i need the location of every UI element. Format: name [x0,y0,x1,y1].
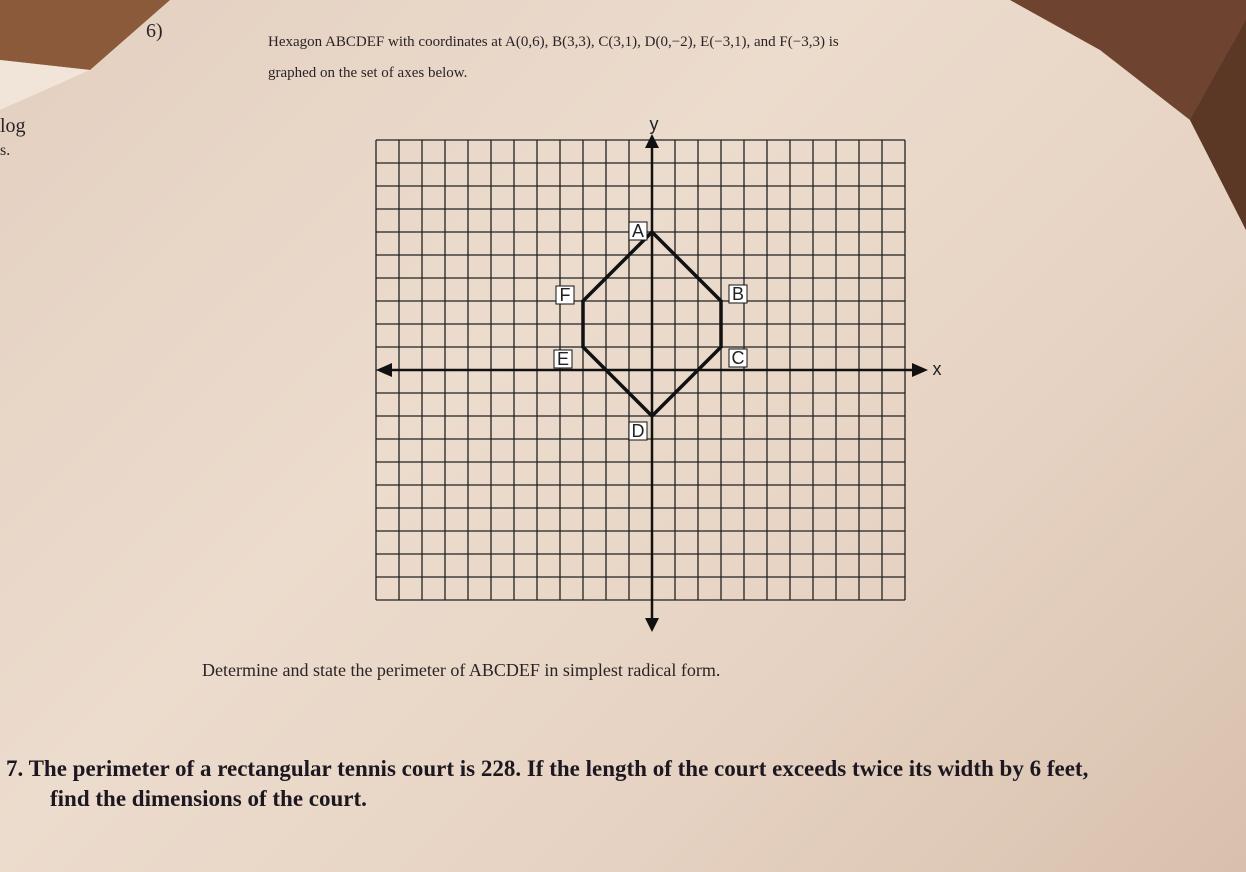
hexagon [581,229,723,419]
arrow [376,363,392,377]
label-box [728,284,748,304]
arrow [645,618,659,632]
margin-text: log [0,115,26,137]
problem-line: find the dimensions of the court. [50,786,367,811]
label-box [728,348,748,368]
axis-label: x [933,359,942,379]
label-box [628,421,648,441]
arrow [645,134,659,148]
margin-text: s. [0,142,11,159]
paper-edge [0,60,90,110]
wood-corner [1190,20,1246,230]
question: Determine and state the perimeter of ABC… [202,660,721,680]
vertex-label: A [632,221,644,241]
wood-corner [1010,0,1246,230]
vertex-label: F [560,285,571,305]
vertex-label: C [732,348,745,368]
vertex-label: B [732,284,744,304]
label-box [628,221,648,241]
problem-number: 6) [146,20,163,42]
problem-line: 7. The perimeter of a rectangular tennis… [6,756,1089,781]
statement-line: Hexagon ABCDEF with coordinates at A(0,6… [268,34,839,50]
vertex-label: D [632,421,645,441]
statement-line: graphed on the set of axes below. [268,65,468,81]
vertex-label: E [557,349,569,369]
wood-corner [0,0,170,70]
label-box [553,349,573,369]
axis-label: y [650,114,659,134]
vertex-labels: A B C D E F [553,221,748,441]
label-box [555,285,575,305]
arrow [912,363,928,377]
